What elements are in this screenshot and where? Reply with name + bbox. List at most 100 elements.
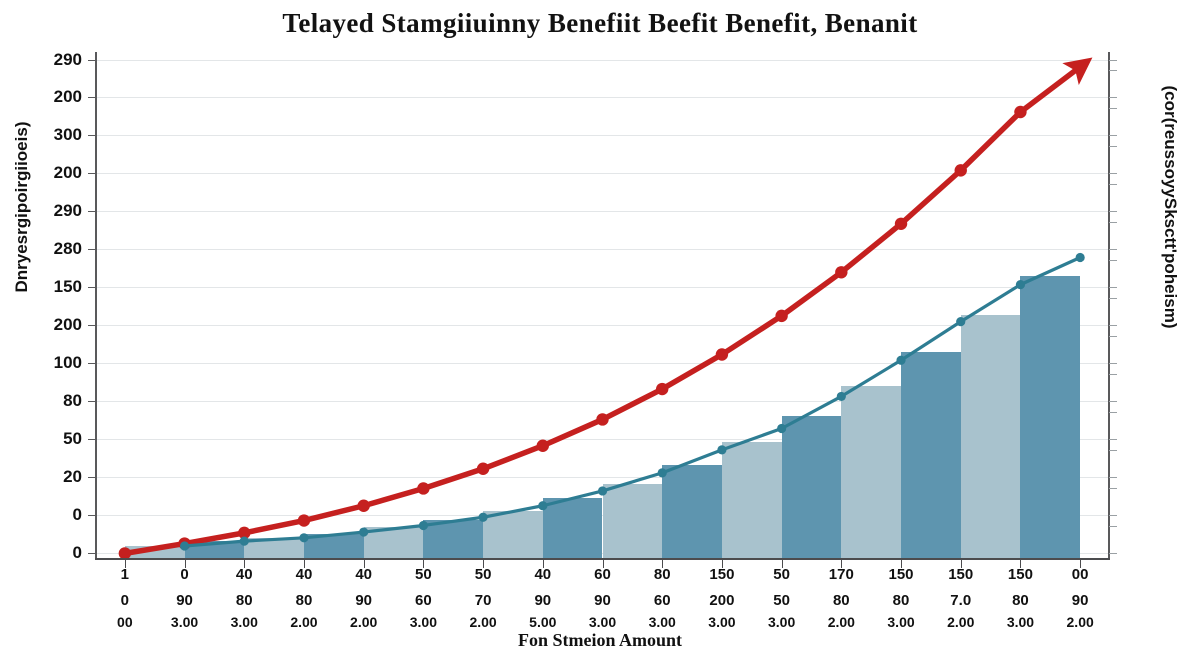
y-axis-title-left: Dnryesrgipoirgiioeis): [12, 121, 31, 293]
red-data-point: [775, 309, 788, 323]
x-tick-label: 40: [235, 566, 253, 583]
y-tick-label: 100: [53, 353, 82, 372]
y-tick-mark: [88, 401, 96, 402]
x-tick-mark: [483, 560, 485, 568]
red-data-point: [715, 348, 729, 361]
y-tick-label: 200: [53, 163, 82, 182]
x-tick-label: 90: [176, 592, 193, 609]
x-tick-label: 50: [415, 566, 432, 583]
x-tick-label: 2.00: [947, 614, 975, 630]
y-tick-mark: [88, 477, 96, 478]
y-tick-mark-right-minor: [1109, 488, 1117, 489]
y-tick-mark: [88, 287, 96, 288]
grid-line: [95, 325, 1110, 326]
y-tick-mark: [88, 173, 96, 174]
x-tick-label: 150: [888, 566, 914, 583]
x-tick-label: 50: [474, 566, 492, 583]
x-tick-label: 60: [594, 566, 611, 583]
y-tick-mark: [88, 135, 96, 136]
x-tick-mark: [960, 560, 962, 568]
y-tick-mark-right-minor: [1109, 222, 1117, 223]
red-data-point: [1014, 105, 1027, 119]
red-data-point: [835, 266, 848, 279]
y-tick-mark: [88, 325, 96, 326]
x-tick-label: 3.00: [887, 614, 915, 630]
x-tick-label: 5.00: [529, 614, 557, 630]
x-tick-label: 40: [295, 566, 313, 583]
y-tick-mark-right: [1109, 439, 1117, 440]
y-tick-mark-right: [1109, 363, 1117, 364]
red-data-point: [954, 164, 967, 177]
red-data-point: [656, 382, 669, 396]
y-tick-mark: [88, 249, 96, 250]
y-tick-mark-right-minor: [1109, 108, 1117, 109]
bar: [781, 416, 842, 560]
red-data-point: [894, 217, 908, 230]
x-tick-label: 80: [295, 592, 313, 609]
x-tick-label: 170: [828, 566, 854, 583]
x-tick-label: 3.00: [1006, 614, 1035, 630]
bar: [363, 527, 424, 560]
y-tick-mark: [88, 60, 96, 61]
x-tick-label: 3.00: [708, 614, 736, 630]
x-tick-label: 150: [709, 566, 735, 583]
x-tick-label: 2.00: [827, 614, 855, 630]
x-tick-label: 60: [415, 592, 432, 609]
x-tick-label: 2.00: [469, 614, 497, 630]
x-tick-label: 70: [474, 592, 492, 609]
bar: [602, 483, 663, 560]
bar: [244, 537, 304, 560]
grid-line: [95, 287, 1110, 288]
x-tick-label: 90: [355, 592, 373, 609]
y-tick-label: 290: [53, 50, 82, 69]
x-tick-mark: [781, 560, 783, 568]
x-tick-mark: [184, 560, 186, 568]
x-tick-mark: [542, 560, 544, 568]
x-tick-label: 40: [534, 566, 552, 583]
y-tick-mark-right-minor: [1109, 374, 1117, 375]
y-tick-mark-right-minor: [1109, 298, 1117, 299]
x-tick-label: 0: [180, 566, 189, 583]
y-tick-mark-right-minor: [1109, 336, 1117, 337]
bar: [1020, 276, 1081, 560]
x-tick-label: 00: [1071, 566, 1089, 583]
x-tick-mark: [602, 560, 604, 568]
y-tick-mark-right: [1109, 477, 1117, 478]
x-tick-label: 150: [1007, 566, 1033, 583]
x-tick-label: 0: [120, 592, 130, 609]
x-tick-label: 2.00: [350, 614, 378, 630]
red-data-point: [357, 499, 370, 512]
grid-line: [95, 249, 1110, 250]
x-tick-label: 90: [594, 592, 611, 609]
y-tick-mark-right: [1109, 211, 1117, 212]
bar: [483, 510, 543, 560]
y-tick-mark: [88, 553, 96, 554]
y-tick-label: 200: [53, 87, 82, 106]
y-tick-label: 150: [53, 277, 82, 296]
y-tick-label: 290: [53, 201, 82, 220]
y-tick-mark-right: [1109, 287, 1117, 288]
y-axis-line-left: [95, 52, 97, 560]
x-tick-label: 90: [1071, 592, 1089, 609]
y-tick-mark-right: [1109, 135, 1117, 136]
bar: [423, 519, 484, 560]
y-tick-label: 0: [72, 543, 82, 562]
x-tick-label: 3.00: [409, 614, 437, 630]
teal-data-point: [1075, 252, 1085, 263]
grid-line: [95, 211, 1110, 212]
red-data-point: [476, 462, 490, 475]
x-tick-label: 80: [653, 566, 671, 583]
y-tick-mark-right: [1109, 553, 1117, 554]
y-axis-title-right: (cor(reussoyySksctt'poheism): [1161, 85, 1180, 329]
y-axis-line-right: [1108, 52, 1110, 560]
x-axis-title: Fon Stmeion Amount: [517, 630, 683, 650]
y-tick-mark-right: [1109, 515, 1117, 516]
x-tick-label: 80: [892, 592, 910, 609]
x-tick-label: 3.00: [648, 614, 676, 630]
y-tick-mark: [88, 363, 96, 364]
x-tick-label: 200: [709, 592, 735, 609]
y-tick-label: 80: [63, 391, 82, 410]
y-tick-label: 20: [63, 467, 82, 486]
bar: [841, 385, 902, 560]
x-tick-mark: [662, 560, 664, 568]
